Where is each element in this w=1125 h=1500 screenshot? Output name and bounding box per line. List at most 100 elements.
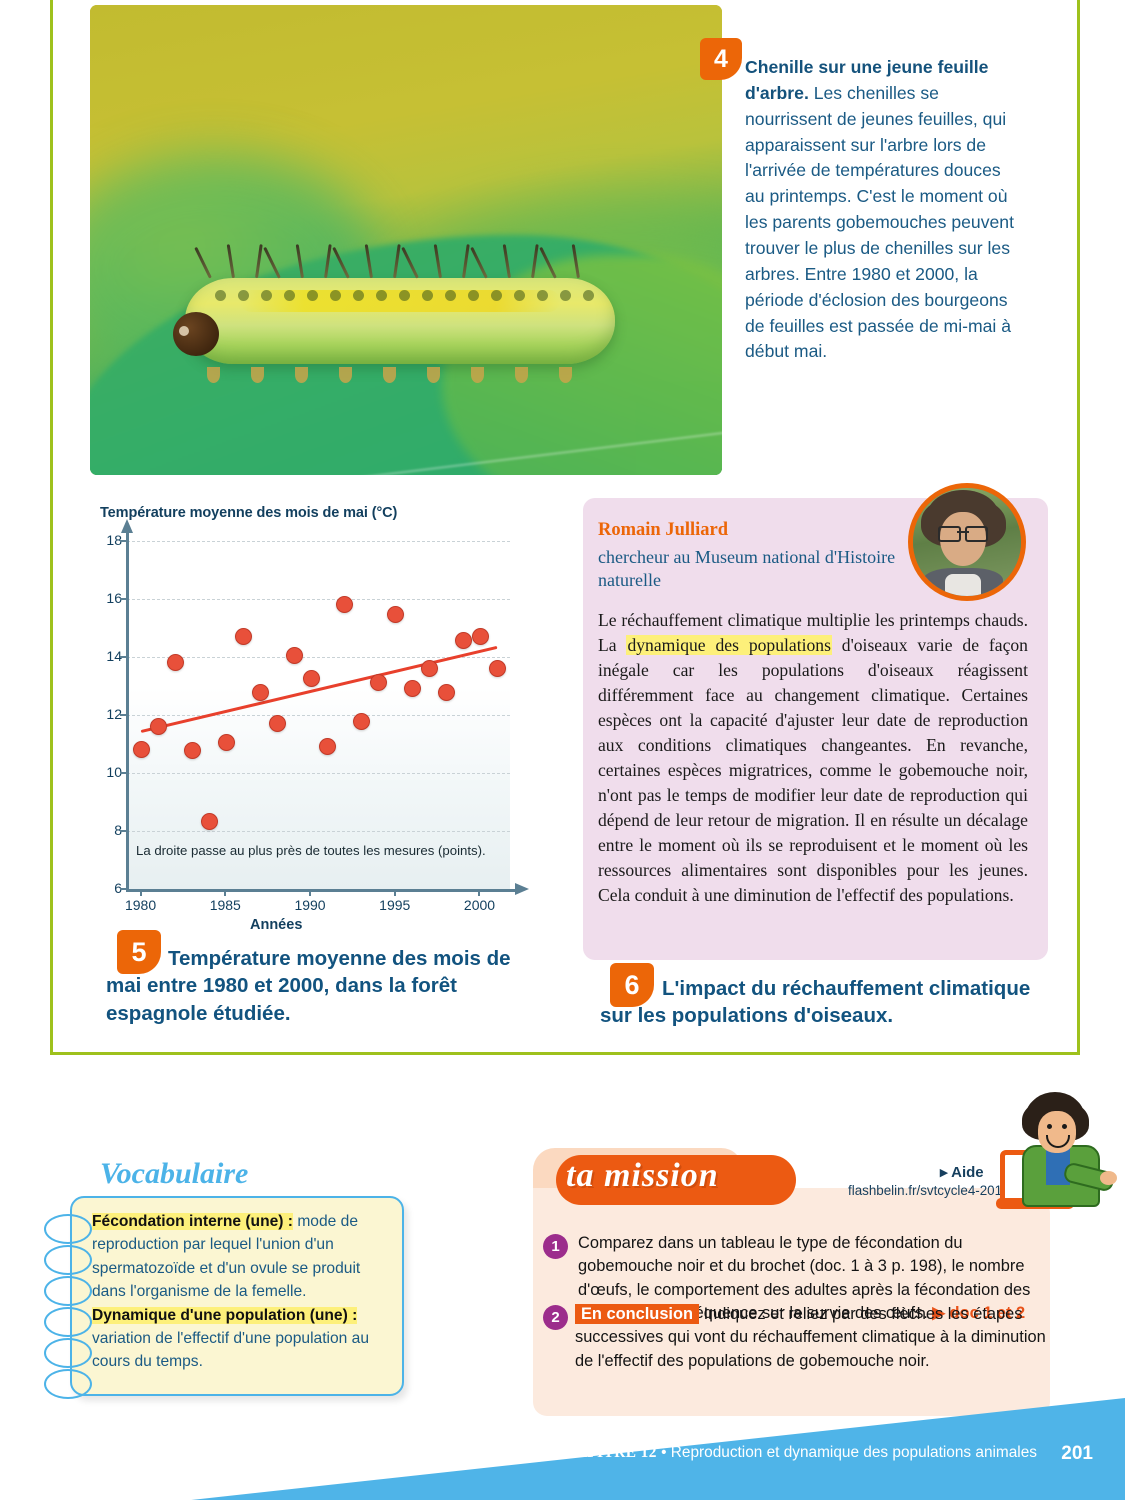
doc-4-body: Les chenilles se nourrissent de jeunes f… bbox=[745, 82, 1014, 362]
chart-plot-area bbox=[127, 541, 510, 889]
caterpillar-segment-dot bbox=[330, 290, 341, 301]
data-point bbox=[183, 742, 201, 760]
x-axis-tick bbox=[224, 889, 227, 896]
y-axis-tick-label: 12 bbox=[106, 706, 122, 722]
data-point bbox=[488, 659, 506, 677]
caterpillar-eye bbox=[179, 326, 189, 336]
caterpillar-segment-dot bbox=[491, 290, 502, 301]
data-point bbox=[387, 606, 405, 623]
gridline bbox=[127, 599, 510, 600]
caterpillar-segment-dot bbox=[422, 290, 433, 301]
data-point bbox=[471, 627, 489, 645]
y-axis-tick bbox=[120, 598, 128, 600]
caterpillar-segment-dot bbox=[514, 290, 525, 301]
y-axis-tick-label: 10 bbox=[106, 764, 122, 780]
data-point bbox=[370, 674, 388, 692]
data-point bbox=[438, 684, 456, 702]
researcher-avatar bbox=[908, 483, 1026, 601]
vocabulary-entries: Fécondation interne (une) : mode de repr… bbox=[92, 1210, 392, 1374]
caterpillar-segment-dot bbox=[284, 290, 295, 301]
caterpillar-segment-dot bbox=[376, 290, 387, 301]
x-axis-tick bbox=[139, 889, 142, 896]
data-point bbox=[234, 627, 252, 645]
data-point bbox=[251, 684, 269, 702]
caterpillar-segment-dot bbox=[353, 290, 364, 301]
caterpillar-leg bbox=[295, 367, 308, 383]
caterpillar-stripe bbox=[240, 290, 560, 312]
student-face bbox=[1038, 1111, 1076, 1153]
spiral-ring bbox=[44, 1307, 92, 1337]
caterpillar-segment-dot bbox=[468, 290, 479, 301]
caterpillar-leg bbox=[427, 367, 440, 383]
avatar-face bbox=[940, 512, 986, 566]
data-point bbox=[200, 813, 218, 831]
y-axis-tick bbox=[120, 830, 128, 832]
task-2-text: Indiquez et reliez par des flèches les é… bbox=[575, 1305, 1046, 1370]
y-axis-tick-label: 6 bbox=[114, 880, 122, 896]
conclusion-badge: En conclusion bbox=[575, 1304, 700, 1324]
y-axis-tick bbox=[120, 772, 128, 774]
page-number: 201 bbox=[1061, 1443, 1093, 1464]
mission-box bbox=[533, 1188, 1050, 1416]
spiral-ring bbox=[44, 1369, 92, 1399]
footer-text: CHAPITRE 12 • Reproduction et dynamique … bbox=[552, 1444, 1037, 1462]
y-axis-tick-label: 18 bbox=[106, 532, 122, 548]
y-axis-arrow-icon bbox=[121, 519, 133, 533]
aide-url[interactable]: flashbelin.fr/svtcycle4-201 bbox=[848, 1183, 1003, 1198]
gridline bbox=[127, 831, 510, 832]
caterpillar-leg bbox=[515, 367, 528, 383]
task-number-2: 2 bbox=[543, 1305, 568, 1330]
gridline bbox=[127, 715, 510, 716]
x-axis-line bbox=[126, 889, 518, 892]
x-axis-tick-label: 1990 bbox=[294, 897, 326, 913]
data-point bbox=[421, 659, 439, 677]
footer-title: Reproduction et dynamique des population… bbox=[670, 1444, 1037, 1461]
caterpillar-segment-dot bbox=[537, 290, 548, 301]
temperature-chart: Température moyenne des mois de mai (°C)… bbox=[100, 505, 535, 933]
caterpillar-leg bbox=[251, 367, 264, 383]
y-axis-tick bbox=[120, 714, 128, 716]
data-point bbox=[166, 653, 184, 671]
data-point bbox=[353, 713, 371, 731]
task-1-docref[interactable]: ▶ doc 1 et 2 bbox=[932, 1303, 1026, 1322]
caterpillar-head bbox=[173, 312, 219, 356]
doc-5-caption: Température moyenne des mois de mai entr… bbox=[106, 947, 511, 1025]
glasses-icon bbox=[938, 526, 988, 542]
doc-number-5: 5 bbox=[117, 930, 161, 974]
y-axis-tick bbox=[120, 888, 128, 890]
aide-link[interactable]: ▸ Aide bbox=[940, 1164, 984, 1181]
x-axis-tick-label: 2000 bbox=[463, 897, 496, 913]
y-axis-tick bbox=[120, 656, 128, 658]
x-axis-tick bbox=[309, 889, 312, 896]
chart-title: Température moyenne des mois de mai (°C) bbox=[100, 505, 398, 521]
data-point bbox=[455, 632, 473, 650]
caterpillar-segment-dot bbox=[560, 290, 571, 301]
caterpillar-segment-dot bbox=[261, 290, 272, 301]
data-point bbox=[217, 733, 235, 751]
vocabulary-term: Dynamique d'une population (une) : bbox=[92, 1306, 358, 1324]
student-illustration bbox=[1008, 1093, 1118, 1213]
chart-annotation: La droite passe au plus près de toutes l… bbox=[136, 843, 486, 858]
vocabulary-term: Fécondation interne (une) : bbox=[92, 1213, 293, 1230]
doc-6-caption: L'impact du réchauffement climatique sur… bbox=[600, 977, 1031, 1028]
data-point bbox=[319, 737, 337, 755]
caterpillar-segment-dot bbox=[238, 290, 249, 301]
spiral-ring bbox=[44, 1276, 92, 1306]
caterpillar-photo bbox=[90, 5, 722, 475]
data-point bbox=[133, 740, 151, 758]
quote-part-1: Le réchauffement climatique multiplie le… bbox=[598, 610, 1028, 655]
caterpillar-leg bbox=[471, 367, 484, 383]
footer-chapter: CHAPITRE 12 bbox=[551, 1444, 657, 1461]
data-point bbox=[404, 679, 422, 697]
caterpillar-leg bbox=[383, 367, 396, 383]
gridline bbox=[127, 541, 510, 542]
x-axis-tick-label: 1985 bbox=[209, 897, 241, 913]
doc-number-4: 4 bbox=[700, 38, 742, 80]
caterpillar-segment-dot bbox=[307, 290, 318, 301]
caterpillar-segment-dot bbox=[399, 290, 410, 301]
y-axis-tick bbox=[120, 540, 128, 542]
y-axis-tick-label: 8 bbox=[114, 822, 122, 838]
gridline bbox=[127, 773, 510, 774]
x-axis-label: Années bbox=[250, 917, 303, 933]
caterpillar-leg bbox=[207, 367, 220, 383]
